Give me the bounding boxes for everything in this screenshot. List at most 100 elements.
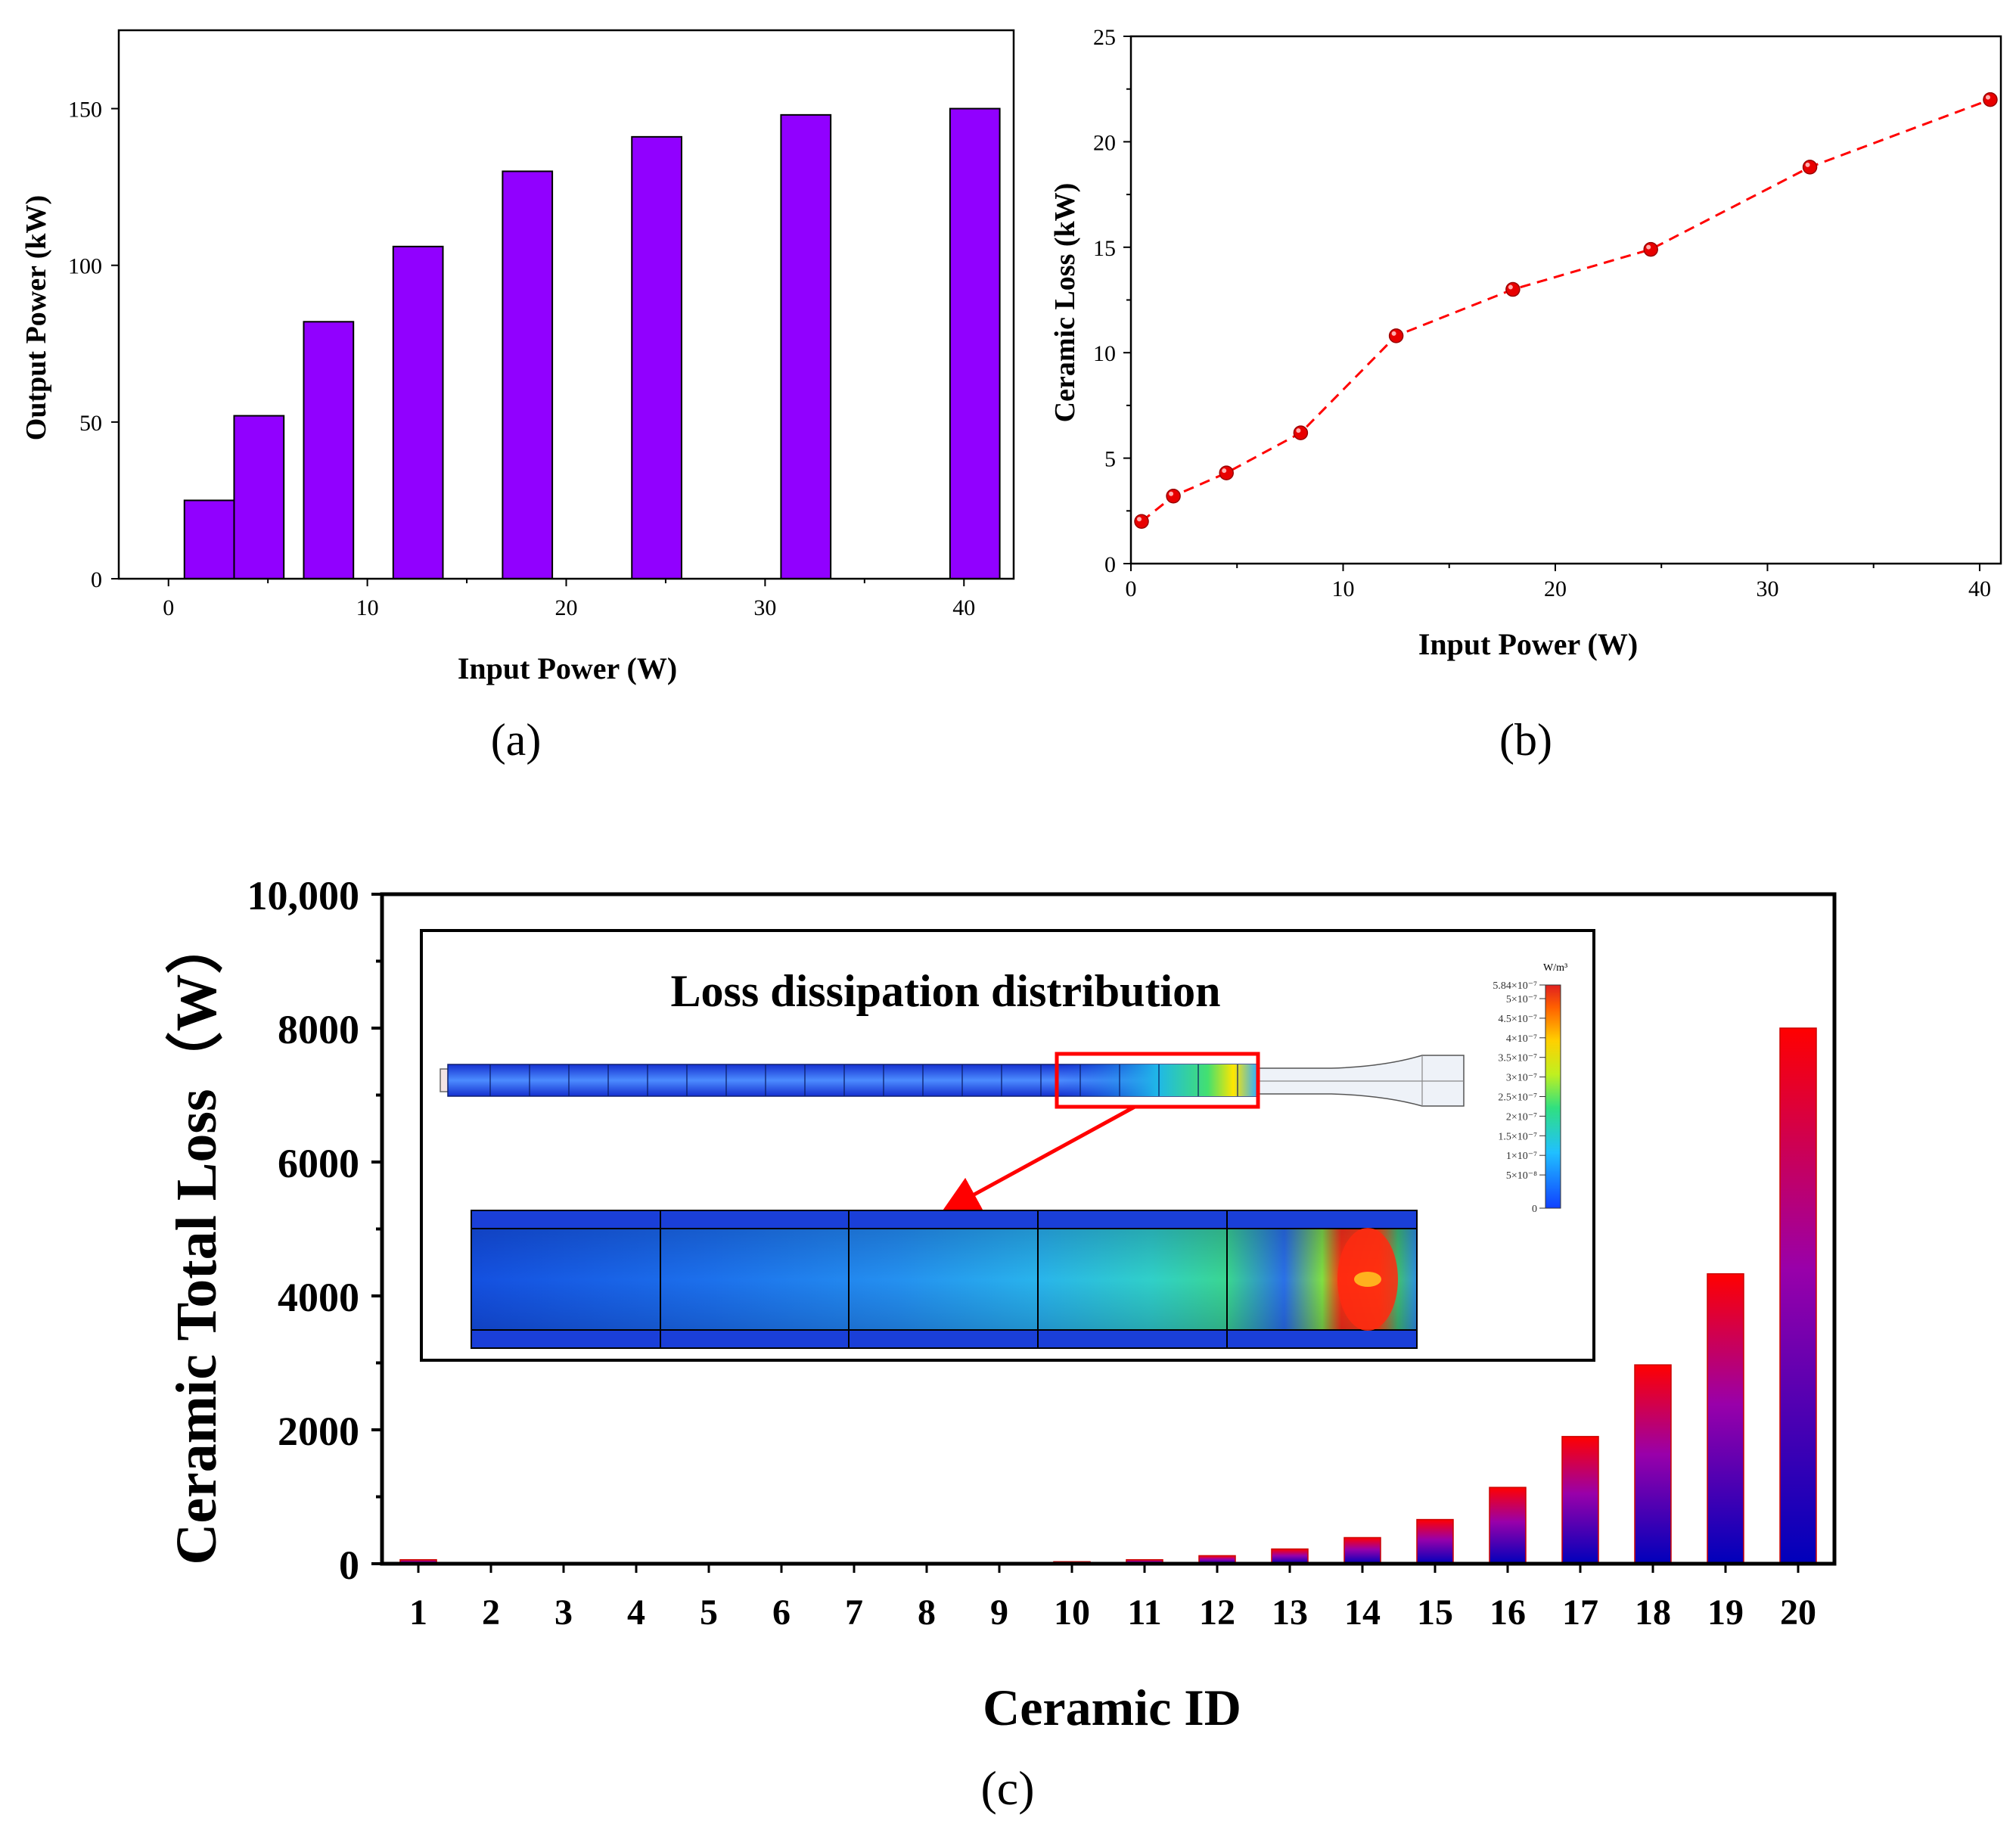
panel-a-bar-6 (631, 135, 682, 580)
colorbar-label: 5×10⁻⁸ (1506, 1170, 1537, 1182)
panel-c-x-tick-label: 8 (918, 1592, 936, 1633)
panel-c-bar-14 (1343, 1536, 1381, 1564)
panel-b-point-highlight (1169, 491, 1174, 496)
panel-b-point-3 (1219, 465, 1234, 480)
panel-c-y-ticks: 0 2000 4000 6000 8000 10,000 (247, 873, 382, 1588)
panel-c-x-ticks: 1 2 3 4 5 6 7 8 9 10 11 12 13 14 15 16 17 18 19 20 (409, 1564, 1816, 1633)
panel-c-x-tick-label: 19 (1707, 1592, 1744, 1633)
panel-b-plot-frame (1129, 35, 2002, 565)
panel-c-x-tick-label: 12 (1199, 1592, 1235, 1633)
panel-b-point-4 (1293, 425, 1309, 440)
panel-c-x-tick-label: 16 (1489, 1592, 1526, 1633)
colorbar-label: 2.5×10⁻⁷ (1498, 1092, 1537, 1104)
panel-c-x-tick-label: 6 (772, 1592, 791, 1633)
panel-c-y-tick-label: 10,000 (247, 873, 360, 918)
panel-b-point-highlight (1391, 331, 1396, 336)
panel-b-y-tick-label: 10 (1093, 341, 1116, 366)
panel-b-x-tick-label: 20 (1544, 576, 1567, 601)
panel-a-x-tick-label: 10 (356, 595, 379, 620)
colorbar-label: 4×10⁻⁷ (1506, 1033, 1537, 1045)
panel-c-x-tick-label: 7 (845, 1592, 863, 1633)
panel-c-bar-15 (1416, 1518, 1454, 1564)
panel-a-x-tick-label: 0 (163, 595, 174, 620)
panel-b-x-tick-label: 10 (1331, 576, 1354, 601)
colorbar-label: 3.5×10⁻⁷ (1498, 1053, 1537, 1064)
colorbar-label: 2×10⁻⁷ (1506, 1111, 1537, 1123)
panel-b-x-axis-label: Input Power (W) (1418, 627, 1638, 661)
panel-c-x-tick-label: 10 (1054, 1592, 1090, 1633)
panel-c-y-tick-label: 4000 (278, 1275, 359, 1320)
panel-c-bar-19 (1707, 1273, 1744, 1564)
panel-b: 0 10 20 30 40 0 5 10 15 20 25 Input Power (W) Cer… (1049, 25, 2002, 765)
panel-c-label: (c) (980, 1761, 1034, 1815)
panel-a-y-tick-label: 0 (91, 567, 102, 592)
colorbar-label: 5×10⁻⁷ (1506, 994, 1537, 1005)
panel-b-point-5 (1388, 328, 1404, 343)
panel-c-x-tick-label: 15 (1417, 1592, 1453, 1633)
panel-c-x-tick-label: 11 (1127, 1592, 1161, 1633)
panel-b-series-line (1141, 98, 1991, 523)
colorbar-label: 3×10⁻⁷ (1506, 1073, 1537, 1084)
panel-b-y-axis-label: Ceramic Loss (kW) (1049, 183, 1081, 423)
colorbar-label: 1×10⁻⁷ (1506, 1151, 1537, 1162)
inset-title: Loss dissipation distribution (671, 966, 1221, 1016)
panel-b-y-tick-label: 15 (1093, 236, 1116, 261)
panel-b-x-tick-label: 30 (1756, 576, 1778, 601)
colorbar-label: 0 (1532, 1204, 1537, 1215)
panel-c-y-tick-label: 0 (339, 1543, 359, 1588)
panel-a-x-tick-label: 40 (952, 595, 975, 620)
panel-b-point-highlight (1137, 517, 1142, 522)
panel-c-x-tick-label: 3 (554, 1592, 573, 1633)
panel-a-y-ticks: 0 50 100 150 (68, 98, 119, 592)
panel-c-bar-18 (1634, 1364, 1672, 1564)
panel-a-bar-7 (780, 113, 832, 580)
panel-c-x-tick-label: 20 (1780, 1592, 1816, 1633)
panel-b-x-tick-label: 0 (1126, 576, 1137, 601)
panel-c-x-tick-label: 17 (1562, 1592, 1598, 1633)
panel-a: 0 10 20 30 40 0 50 100 150 Input Power (W) Outp… (20, 29, 1015, 765)
panel-c-bar-17 (1561, 1436, 1599, 1564)
panel-c-bar-13 (1271, 1548, 1309, 1564)
zoom-arrow (941, 1105, 1136, 1213)
panel-b-x-tick-label: 40 (1968, 576, 1991, 601)
panel-b-label: (b) (1499, 715, 1552, 765)
panel-c-x-tick-label: 9 (990, 1592, 1008, 1633)
colorbar-label: 1.5×10⁻⁷ (1498, 1131, 1537, 1142)
colorbar-label: 4.5×10⁻⁷ (1498, 1014, 1537, 1025)
panel-a-x-tick-label: 20 (555, 595, 578, 620)
colorbar-label: 5.84×10⁻⁷ (1493, 980, 1537, 992)
colorbar: W/m³ 5.84×10⁻⁷ 5×10⁻⁷ 4.5×10⁻⁷ 4×10⁻⁷ 3.5×10… (1493, 962, 1567, 1215)
panel-c-x-axis-label: Ceramic ID (983, 1679, 1241, 1736)
panel-b-point-highlight (1985, 95, 1990, 100)
panel-a-bar-2 (233, 415, 285, 579)
panel-a-y-tick-label: 150 (68, 98, 102, 123)
loss-distribution-inset: Loss dissipation distribution (420, 929, 1595, 1362)
panel-b-points (1134, 92, 1998, 529)
panel-b-x-ticks: 0 10 20 30 40 (1126, 564, 1991, 601)
panel-c-y-tick-label: 6000 (278, 1141, 359, 1186)
panel-b-y-ticks: 0 5 10 15 20 25 (1093, 25, 1131, 577)
panel-a-bar-4 (392, 245, 444, 579)
panel-a-x-tick-label: 30 (753, 595, 776, 620)
panel-a-label: (a) (491, 715, 542, 765)
panel-b-point-highlight (1296, 428, 1301, 433)
panel-b-y-tick-label: 5 (1104, 447, 1116, 472)
panel-a-x-axis-label: Input Power (W) (458, 651, 677, 685)
panel-c-x-tick-label: 18 (1635, 1592, 1671, 1633)
panel-a-bar-8 (949, 107, 1001, 580)
panel-c-x-tick-label: 5 (700, 1592, 718, 1633)
panel-a-x-ticks: 0 10 20 30 40 (163, 579, 975, 620)
panel-b-point-9 (1983, 92, 1998, 107)
panel-a-bar-3 (303, 321, 355, 579)
panel-c-y-tick-label: 2000 (278, 1409, 359, 1454)
full-tube-model (440, 1055, 1465, 1107)
panel-c-y-tick-label: 8000 (278, 1007, 359, 1052)
panel-b-y-tick-label: 20 (1093, 130, 1116, 155)
panel-a-y-axis-label: Output Power (kW) (20, 195, 52, 440)
panel-c-bar-16 (1489, 1487, 1527, 1564)
panel-c-x-tick-label: 4 (627, 1592, 645, 1633)
panel-b-y-tick-label: 0 (1104, 552, 1116, 577)
panel-a-y-tick-label: 50 (79, 411, 102, 436)
panel-b-point-highlight (1222, 468, 1227, 474)
panel-a-y-tick-label: 100 (68, 254, 102, 279)
